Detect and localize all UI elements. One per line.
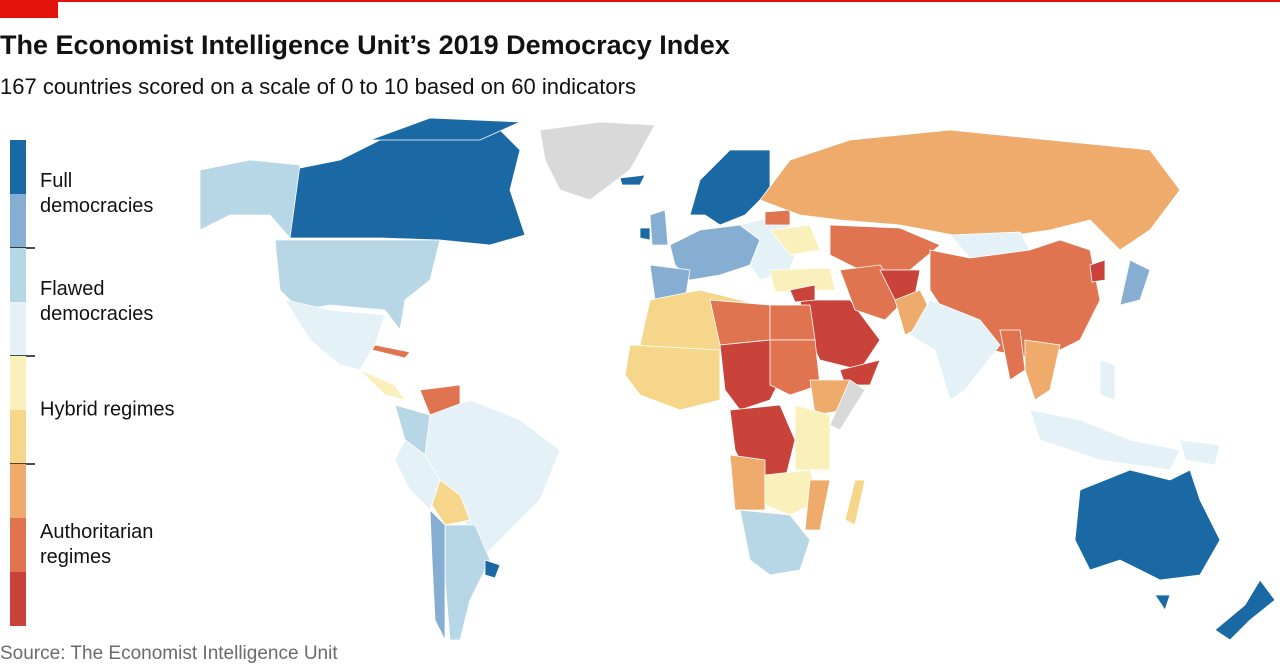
myanmar [999, 329, 1026, 381]
belarus [764, 209, 791, 226]
ireland [639, 227, 651, 241]
new-zealand [1214, 579, 1276, 641]
argentina [444, 524, 491, 641]
north-korea [1089, 259, 1106, 283]
kazakhstan [829, 224, 941, 271]
bolivia [431, 479, 471, 526]
east-africa [794, 404, 831, 471]
japan [1119, 259, 1151, 306]
mexico [284, 299, 386, 371]
legend-swatch [10, 572, 26, 626]
legend-swatch [10, 140, 26, 194]
papua-new-guinea [1179, 439, 1221, 466]
mozambique [804, 479, 831, 531]
philippines [1099, 359, 1116, 401]
legend-swatch [10, 248, 26, 302]
legend-swatch [10, 194, 26, 248]
madagascar [844, 479, 866, 526]
scandinavia [689, 149, 771, 226]
india [909, 299, 1001, 401]
title: The Economist Intelligence Unit’s 2019 D… [0, 30, 730, 60]
libya [709, 299, 771, 346]
indochina [1024, 339, 1061, 401]
chile [429, 508, 446, 641]
southern-africa [739, 509, 811, 576]
uk [649, 209, 669, 246]
world-map [199, 117, 1276, 641]
legend-swatch [10, 302, 26, 356]
australia [1074, 469, 1221, 581]
zambia [764, 469, 821, 516]
egypt [769, 304, 816, 341]
west-africa [624, 344, 721, 411]
somalia [829, 379, 866, 431]
indonesia [1029, 409, 1181, 471]
legend-swatch [10, 356, 26, 410]
russia [759, 129, 1181, 251]
tasmania [1154, 594, 1171, 611]
subtitle: 167 countries scored on a scale of 0 to … [0, 74, 636, 99]
turkey [769, 267, 836, 293]
uruguay [484, 559, 501, 579]
legend-label: Flawed democracies [40, 278, 154, 325]
cuba [371, 344, 411, 359]
arctic-islands [369, 117, 521, 141]
iceland [619, 174, 646, 186]
brand-tag [0, 0, 58, 18]
alaska [199, 159, 301, 239]
legend-bar [10, 140, 35, 626]
legend-swatch [10, 410, 26, 464]
legend-label: Authoritarian regimes [40, 521, 154, 568]
top-rule [0, 0, 1280, 2]
canada [289, 124, 526, 246]
central-america [359, 369, 406, 401]
legend-label: Hybrid regimes [40, 398, 175, 421]
usa [274, 239, 441, 331]
legend-swatch [10, 464, 26, 518]
angola [729, 454, 766, 511]
syria [789, 284, 816, 303]
source: Source: The Economist Intelligence Unit [0, 643, 338, 664]
sudan [769, 339, 821, 396]
legend-label: Full democracies [40, 170, 154, 217]
legend-swatch [10, 518, 26, 572]
greenland [539, 121, 656, 201]
ukraine [769, 224, 821, 256]
